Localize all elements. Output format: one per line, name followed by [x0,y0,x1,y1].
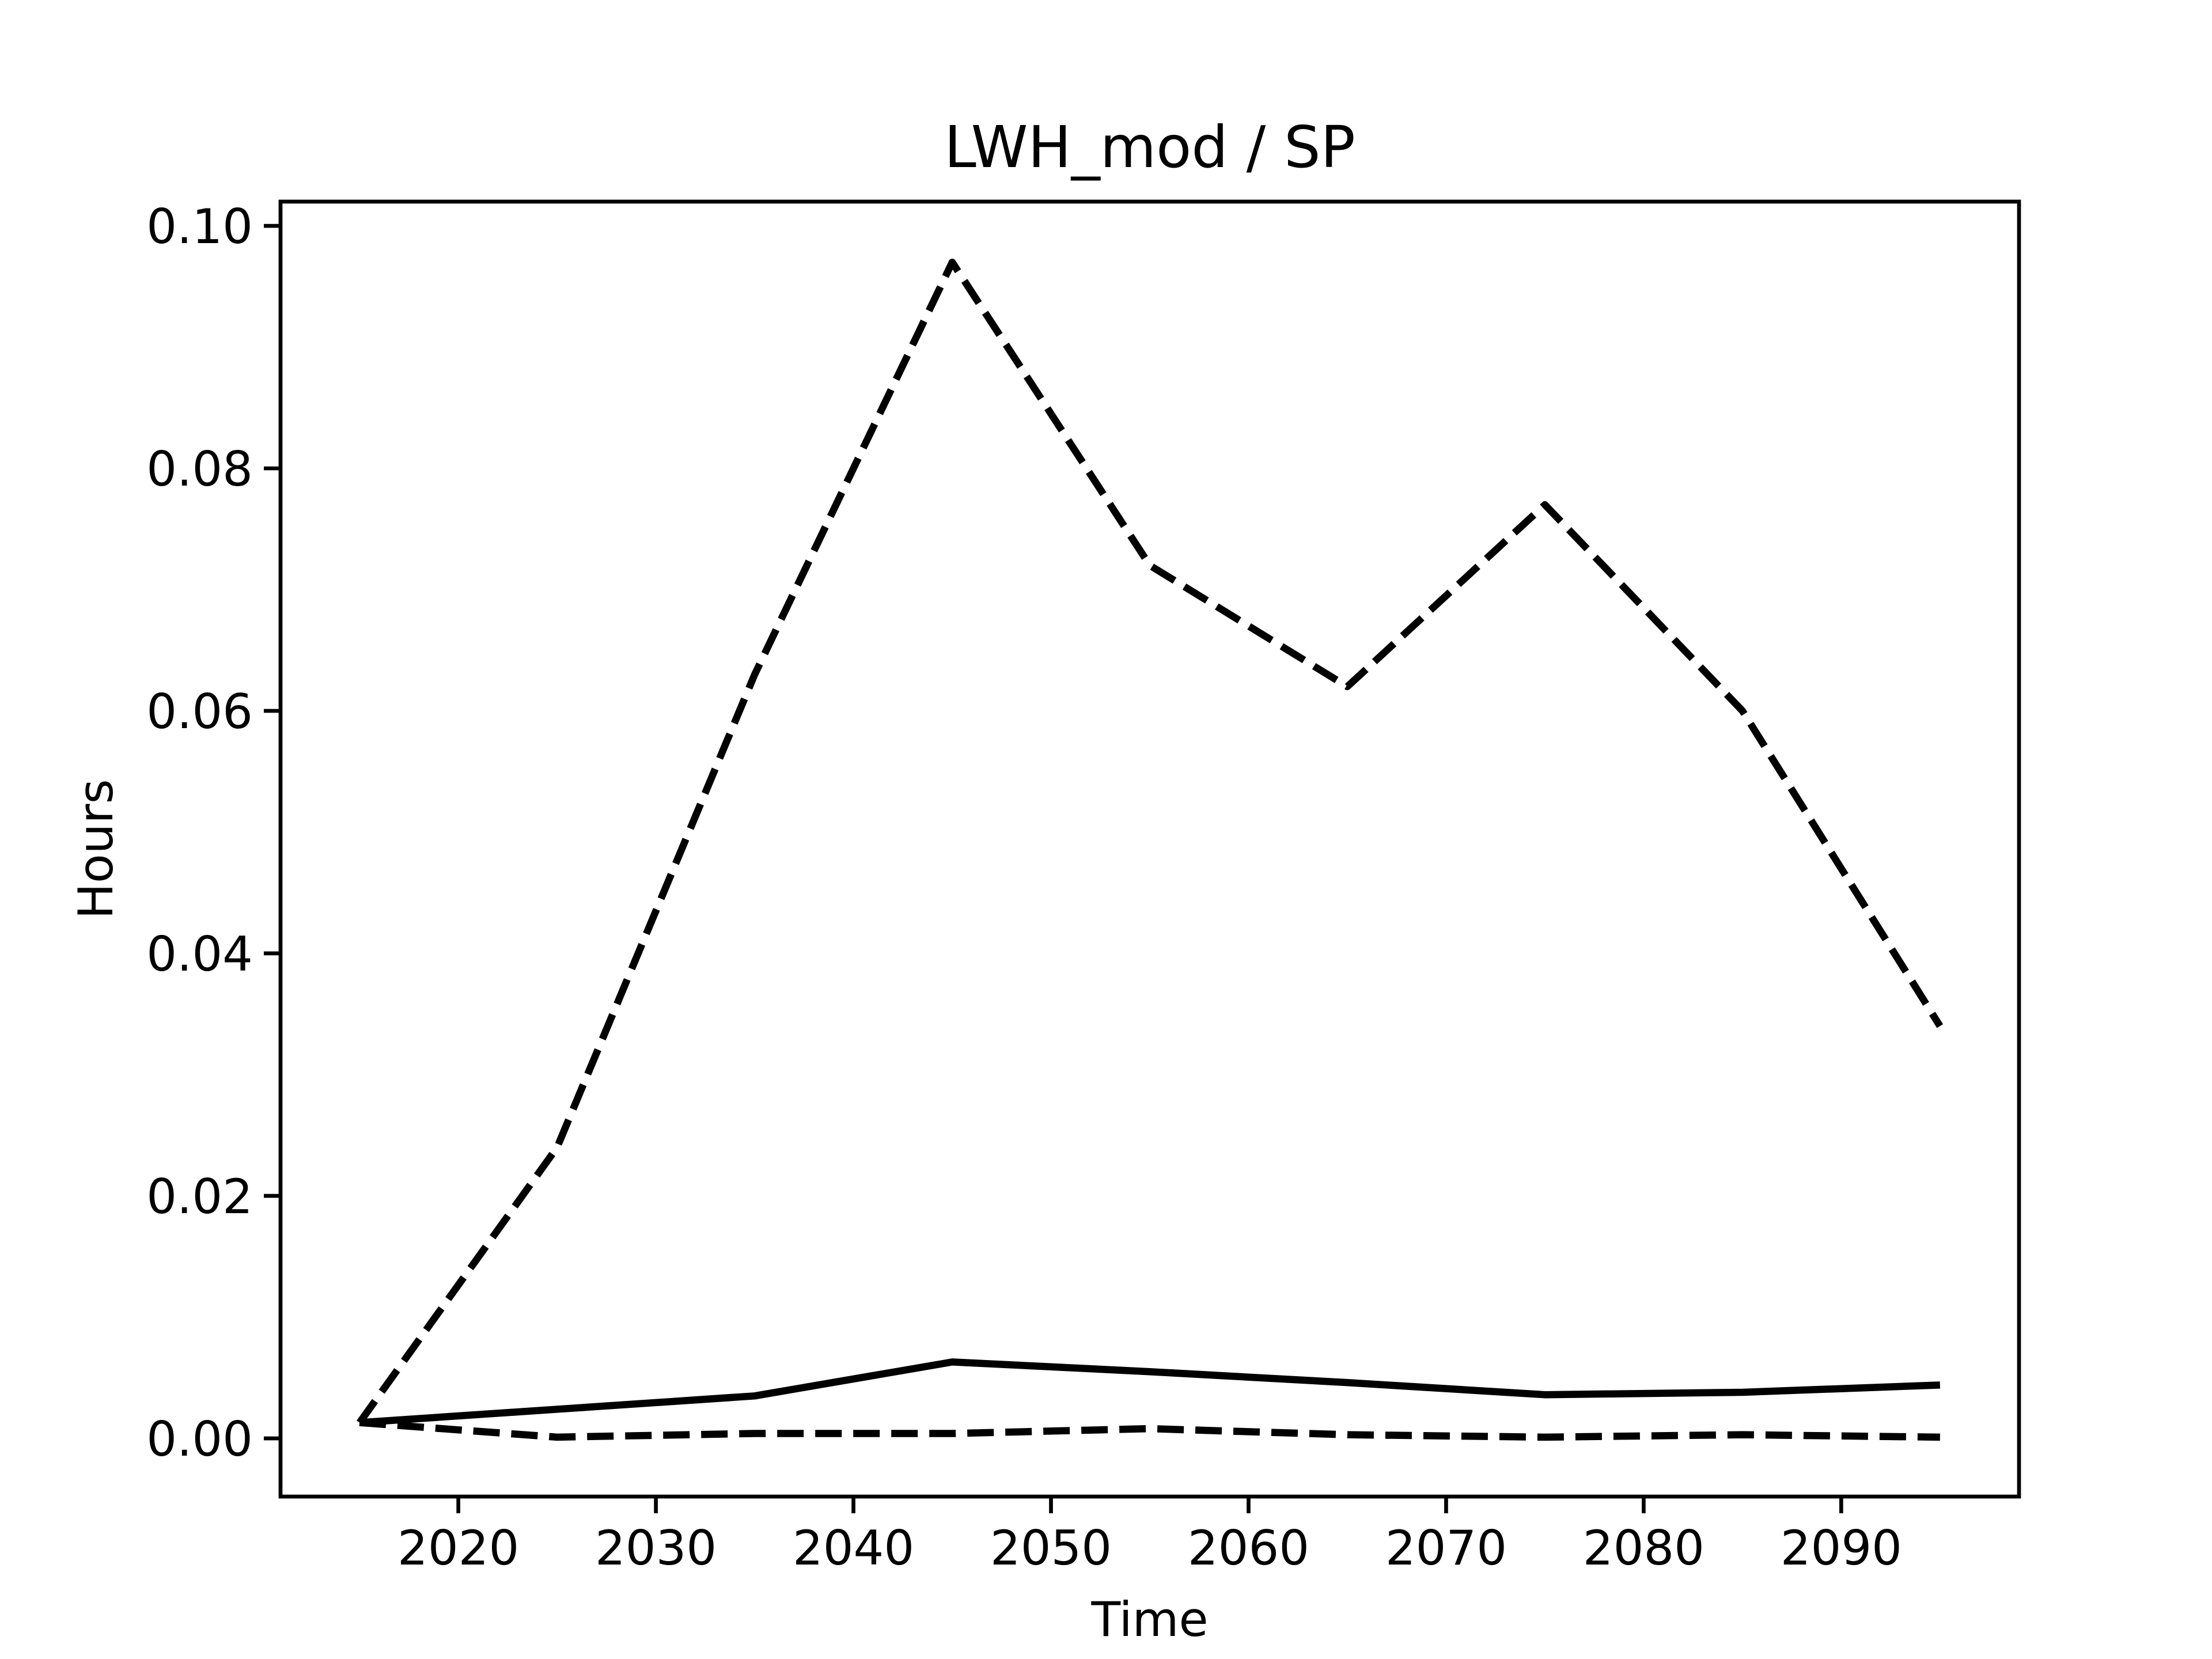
x-tick-label: 2090 [1781,1520,1902,1576]
plot-frame [278,199,2021,1499]
x-tick-label: 2060 [1188,1520,1309,1576]
x-tick-label: 2070 [1385,1520,1507,1576]
y-tick-label: 0.00 [146,1411,253,1467]
x-tick-label: 2030 [595,1520,717,1576]
y-tick-label: 0.08 [146,441,253,497]
y-tick-label: 0.04 [146,926,253,982]
x-tick-label: 2020 [397,1520,519,1576]
y-axis-label: Hours [68,779,124,919]
x-tick-label: 2080 [1583,1520,1705,1576]
y-tick-label: 0.10 [146,199,253,255]
data-line [359,1419,1940,1441]
x-axis-label: Time [1090,1592,1208,1647]
chart-title: LWH_mod / SP [944,113,1355,181]
data-line [359,1358,1941,1426]
data-line [357,258,1944,1425]
y-tick-label: 0.02 [146,1169,253,1225]
x-tick-label: 2050 [990,1520,1112,1576]
y-tick-label: 0.06 [146,684,253,740]
x-tick-label: 2040 [793,1520,914,1576]
